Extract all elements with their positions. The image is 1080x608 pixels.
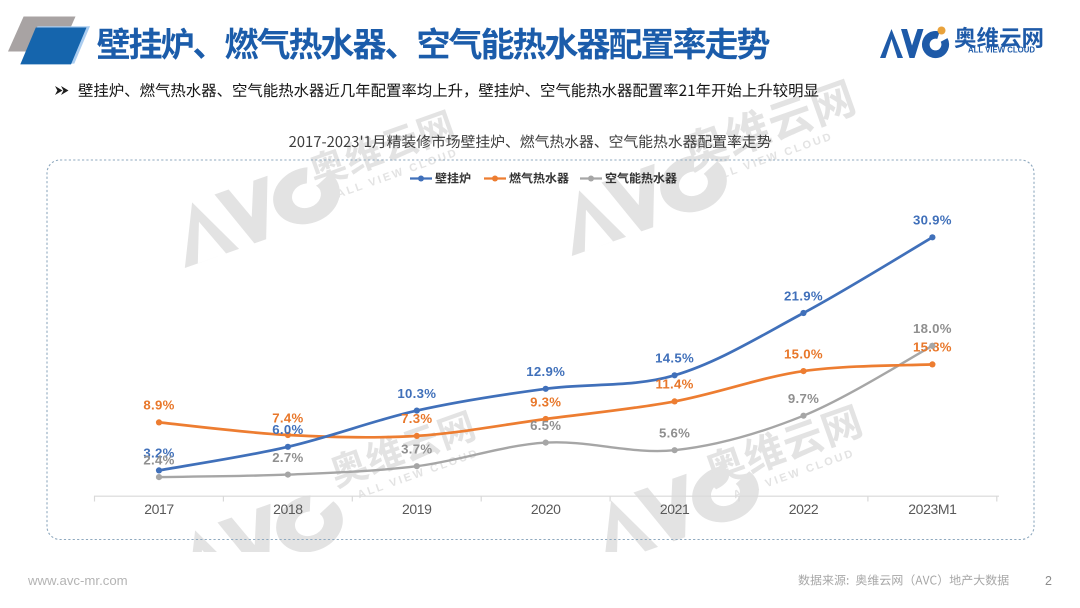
svg-text:10.3%: 10.3%: [397, 386, 436, 401]
svg-text:21.9%: 21.9%: [784, 288, 823, 303]
svg-text:2021: 2021: [660, 501, 690, 517]
svg-text:5.6%: 5.6%: [659, 426, 690, 441]
svg-text:6.5%: 6.5%: [530, 418, 561, 433]
svg-text:30.9%: 30.9%: [913, 213, 952, 228]
svg-text:3.7%: 3.7%: [401, 442, 432, 457]
svg-text:2.4%: 2.4%: [143, 452, 174, 467]
svg-text:2023M1: 2023M1: [908, 501, 957, 517]
svg-text:12.9%: 12.9%: [526, 364, 565, 379]
svg-text:2: 2: [1045, 574, 1052, 588]
svg-text:2022: 2022: [789, 501, 819, 517]
svg-text:7.3%: 7.3%: [401, 411, 432, 426]
svg-text:11.4%: 11.4%: [656, 377, 694, 392]
svg-text:2.7%: 2.7%: [272, 450, 303, 465]
svg-text:2018: 2018: [273, 501, 303, 517]
svg-text:3.2%: 3.2%: [143, 446, 174, 461]
svg-text:7.4%: 7.4%: [272, 410, 303, 425]
svg-text:2017: 2017: [144, 501, 174, 517]
svg-text:14.5%: 14.5%: [655, 351, 694, 366]
svg-text:8.9%: 8.9%: [143, 398, 174, 413]
svg-text:ALL VIEW CLOUD: ALL VIEW CLOUD: [968, 46, 1035, 55]
svg-text:18.0%: 18.0%: [913, 321, 952, 336]
svg-text:6.0%: 6.0%: [272, 422, 303, 437]
svg-text:9.7%: 9.7%: [788, 391, 819, 406]
svg-text:15.0%: 15.0%: [784, 346, 823, 361]
svg-text:2019: 2019: [402, 501, 432, 517]
svg-text:2020: 2020: [531, 501, 561, 517]
svg-text:9.3%: 9.3%: [530, 394, 561, 409]
svg-text:www.avc-mr.com: www.avc-mr.com: [27, 573, 128, 588]
